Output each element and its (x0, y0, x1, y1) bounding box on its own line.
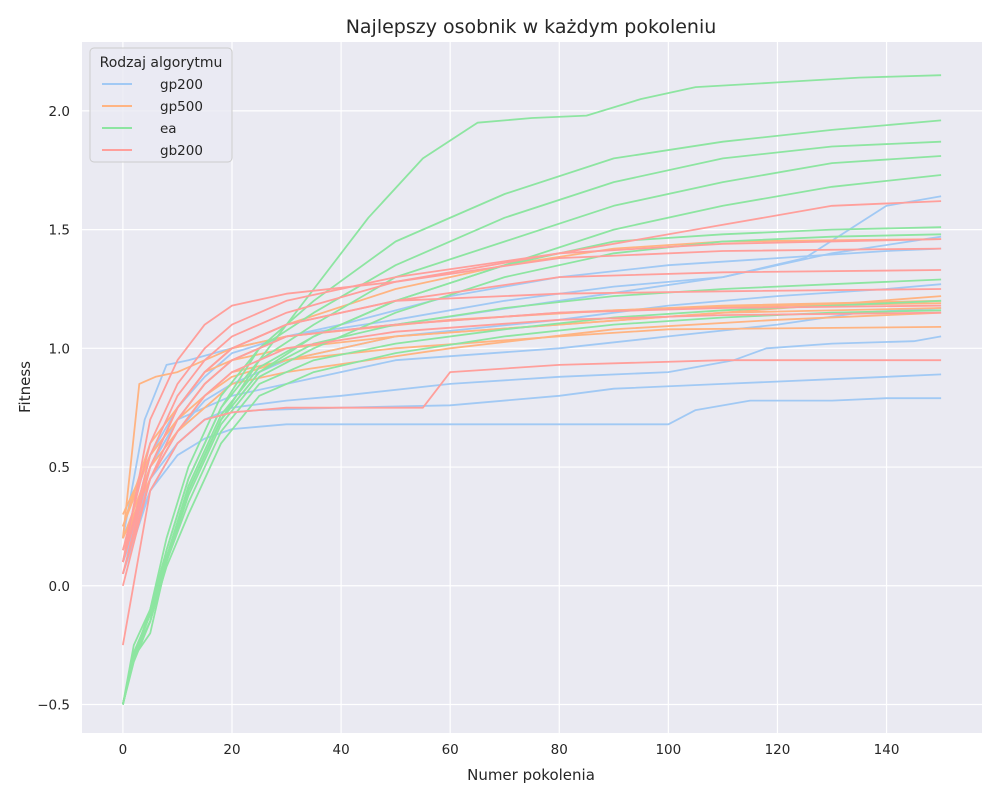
x-tick-label: 40 (332, 742, 349, 758)
gb200-run-3-line (122, 247, 942, 563)
y-tick-label: 0.5 (49, 460, 70, 476)
ea-run-8-line (122, 278, 942, 705)
y-tick-label: 0.0 (49, 579, 70, 595)
legend-label-ea: ea (160, 121, 177, 137)
x-tick-label: 80 (551, 742, 568, 758)
y-tick-label: −0.5 (37, 698, 70, 714)
y-tick-label: 1.5 (49, 223, 70, 239)
gb200-run-2-line (122, 238, 942, 551)
chart-title: Najlepszy osobnik w każdym pokoleniu (346, 16, 717, 38)
legend-label-gb200: gb200 (160, 143, 203, 159)
x-tick-label: 100 (655, 742, 681, 758)
y-tick-label: 1.0 (49, 341, 70, 357)
legend-label-gp200: gp200 (160, 77, 203, 93)
ea-run-4-line (122, 155, 942, 705)
x-tick-label: 60 (442, 742, 459, 758)
ea-run-10-line (122, 309, 942, 705)
x-axis-ticks: 0 20 40 60 80 100 120 140 (119, 742, 900, 758)
legend: Rodzaj algorytmu gp200 gp500 ea gb200 (89, 47, 233, 163)
legend-title: Rodzaj algorytmu (100, 55, 223, 71)
y-axis-ticks: −0.5 0.0 0.5 1.0 1.5 2.0 (37, 104, 70, 714)
legend-items: gp200 gp500 ea gb200 (102, 77, 203, 159)
x-tick-label: 120 (765, 742, 791, 758)
grid-lines (82, 42, 982, 733)
x-tick-label: 20 (223, 742, 240, 758)
x-axis-label: Numer pokolenia (467, 766, 595, 784)
gb200-run-8-line (122, 359, 942, 646)
gb200-run-1-line (122, 200, 942, 563)
y-tick-label: 2.0 (49, 104, 70, 120)
series-lines (122, 74, 942, 705)
gb200-run-7-line (122, 311, 942, 575)
x-tick-label: 140 (874, 742, 900, 758)
y-axis-label: Fitness (16, 361, 34, 413)
gb200-run-6-line (122, 304, 942, 587)
legend-label-gp500: gp500 (160, 99, 203, 115)
x-tick-label: 0 (119, 742, 128, 758)
gp200-run-7-line (122, 397, 942, 575)
legend-box (89, 47, 233, 163)
gb200-run-5-line (122, 288, 942, 563)
